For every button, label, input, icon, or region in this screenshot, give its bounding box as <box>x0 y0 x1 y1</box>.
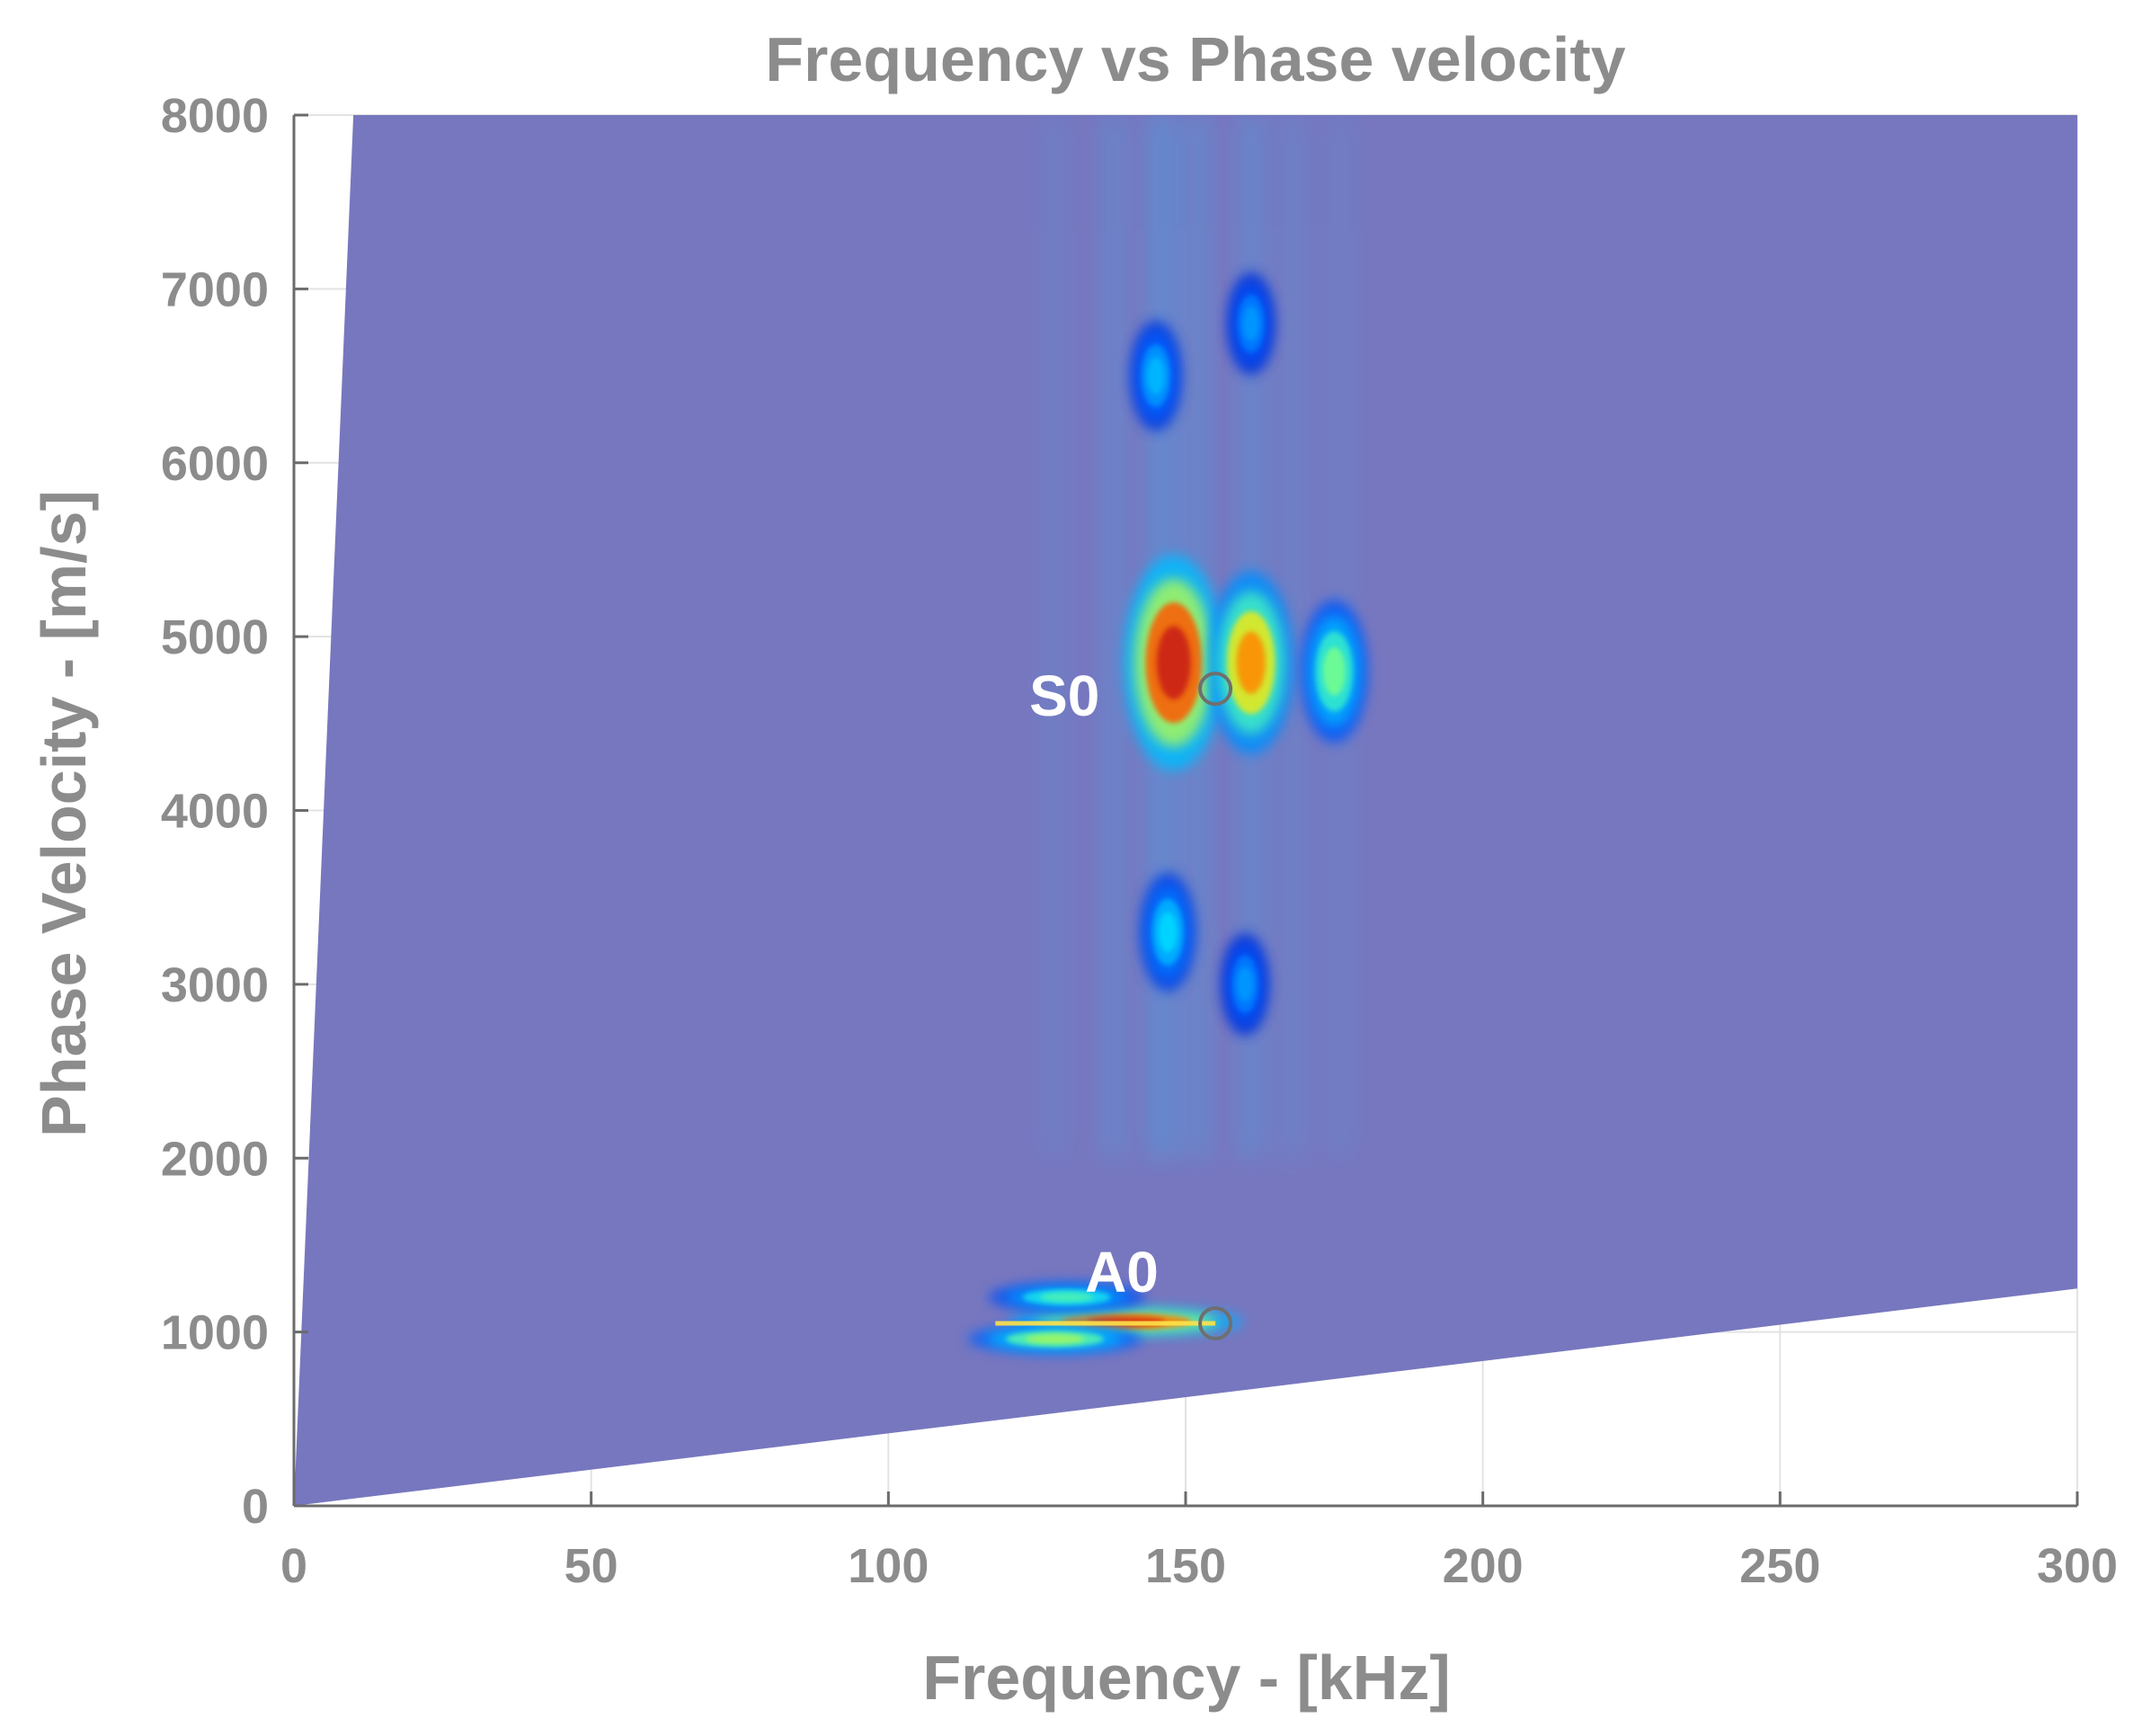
axes <box>292 113 2079 1508</box>
y-tick-label: 8000 <box>161 89 269 143</box>
x-tick-label: 150 <box>1145 1539 1226 1593</box>
energy-blob <box>1156 626 1191 699</box>
y-tick-label: 5000 <box>161 610 269 664</box>
energy-streak <box>1042 115 1068 1159</box>
x-tick-label: 0 <box>280 1539 307 1593</box>
marker-s0 <box>1198 672 1233 707</box>
x-axis-label: Frequency - [kHz] <box>922 1643 1450 1713</box>
energy-blob <box>1322 646 1346 696</box>
energy-blob <box>1236 631 1266 694</box>
x-tick-label: 300 <box>2037 1539 2118 1593</box>
heatmap-energy <box>967 115 1368 1354</box>
energy-blob <box>1242 306 1259 342</box>
y-tick-label: 4000 <box>161 785 269 839</box>
x-tick-label: 200 <box>1443 1539 1524 1593</box>
y-tick-label: 2000 <box>161 1132 269 1186</box>
y-tick-label: 0 <box>242 1480 269 1534</box>
x-tick-label: 50 <box>564 1539 618 1593</box>
energy-blob <box>1025 1333 1085 1344</box>
x-tick-label: 250 <box>1739 1539 1820 1593</box>
energy-blob <box>1039 1292 1094 1303</box>
label-a0: A0 <box>1085 1240 1159 1304</box>
energy-blob <box>1237 966 1254 1002</box>
marker-a0 <box>1198 1305 1233 1340</box>
energy-streak <box>1101 115 1127 1159</box>
y-axis-ticks: 0 1000 2000 3000 4000 5000 6000 7000 8000 <box>161 89 269 1534</box>
mode-annotations: S0 A0 <box>1029 663 1233 1340</box>
x-tick-label: 100 <box>848 1539 929 1593</box>
y-axis-label: Phase Velocity - [m/s] <box>29 490 99 1137</box>
label-s0: S0 <box>1029 663 1099 728</box>
x-axis-ticks: 0 50 100 150 200 250 300 <box>280 1539 2118 1593</box>
y-tick-label: 6000 <box>161 437 269 491</box>
y-tick-label: 3000 <box>161 958 269 1012</box>
energy-blob <box>1158 912 1178 953</box>
y-tick-label: 1000 <box>161 1306 269 1360</box>
chart-title: Frequency vs Phase velocity <box>765 24 1625 94</box>
y-tick-label: 7000 <box>161 263 269 316</box>
energy-blob <box>1147 357 1165 395</box>
